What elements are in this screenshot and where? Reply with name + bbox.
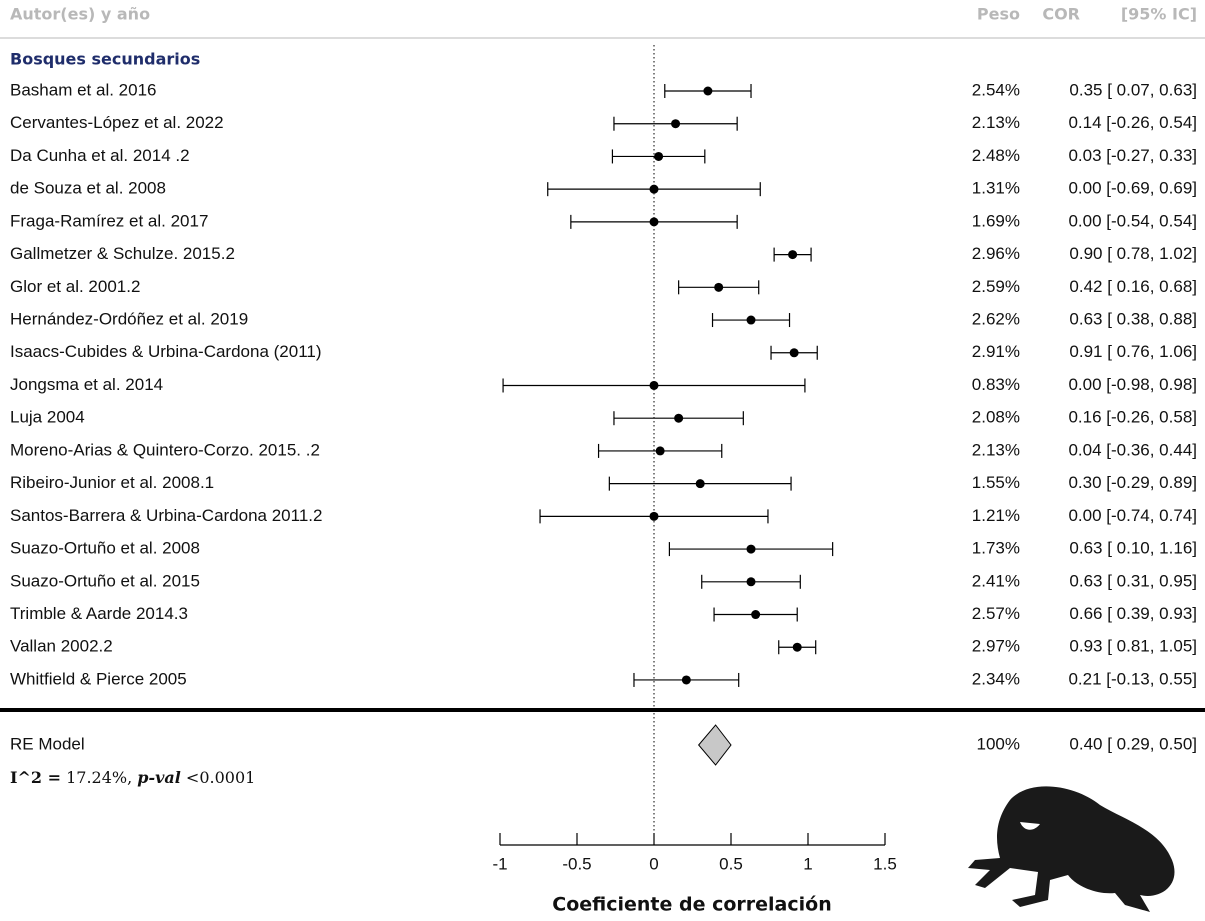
point-estimate — [747, 316, 756, 325]
study-weight: 2.59% — [972, 277, 1020, 296]
study-name: Suazo-Ortuño et al. 2008 — [10, 539, 200, 558]
study-weight: 2.13% — [972, 440, 1020, 459]
study-name: Vallan 2002.2 — [10, 637, 113, 656]
study-weight: 2.57% — [972, 604, 1020, 623]
study-weight: 2.48% — [972, 146, 1020, 165]
study-estimate: 0.03 [-0.27, 0.33] — [1068, 146, 1197, 165]
summary-name: RE Model — [10, 734, 85, 753]
study-estimate: 0.91 [ 0.76, 1.06] — [1069, 342, 1197, 361]
study-name: de Souza et al. 2008 — [10, 179, 166, 198]
point-estimate — [751, 610, 760, 619]
group-title: Bosques secundarios — [10, 50, 200, 69]
study-name: Gallmetzer & Schulze. 2015.2 — [10, 244, 235, 263]
study-estimate: 0.90 [ 0.78, 1.02] — [1069, 244, 1197, 263]
point-estimate — [656, 446, 665, 455]
x-tick-label: 0 — [649, 854, 658, 873]
point-estimate — [747, 577, 756, 586]
study-estimate: 0.30 [-0.29, 0.89] — [1068, 473, 1197, 492]
point-estimate — [674, 414, 683, 423]
x-tick-label: 1 — [803, 854, 812, 873]
study-weight: 2.13% — [972, 113, 1020, 132]
summary-estimate: 0.40 [ 0.29, 0.50] — [1069, 734, 1197, 753]
study-name: Trimble & Aarde 2014.3 — [10, 604, 188, 623]
het-value: 17.24%, — [61, 768, 137, 787]
header-cor: COR — [1042, 5, 1080, 24]
het-p-value: <0.0001 — [181, 768, 255, 787]
frog-icon — [968, 786, 1174, 912]
point-estimate — [650, 512, 659, 521]
header-author: Autor(es) y año — [10, 5, 150, 24]
point-estimate — [793, 643, 802, 652]
study-estimate: 0.16 [-0.26, 0.58] — [1068, 408, 1197, 427]
x-tick-label: 1.5 — [873, 854, 897, 873]
study-weight: 0.83% — [972, 375, 1020, 394]
point-estimate — [714, 283, 723, 292]
study-name: Glor et al. 2001.2 — [10, 277, 140, 296]
point-estimate — [788, 250, 797, 259]
x-axis-title: Coeficiente de correlación — [552, 894, 831, 916]
x-tick-label: -0.5 — [562, 854, 591, 873]
point-estimate — [682, 675, 691, 684]
point-estimate — [747, 545, 756, 554]
study-weight: 2.41% — [972, 571, 1020, 590]
header-ci: [95% IC] — [1121, 5, 1197, 24]
study-estimate: 0.00 [-0.98, 0.98] — [1068, 375, 1197, 394]
study-name: Moreno-Arias & Quintero-Corzo. 2015. .2 — [10, 440, 320, 459]
point-estimate — [703, 87, 712, 96]
study-name: Isaacs-Cubides & Urbina-Cardona (2011) — [10, 342, 322, 361]
study-name: Basham et al. 2016 — [10, 80, 156, 99]
study-weight: 1.55% — [972, 473, 1020, 492]
x-tick-label: -1 — [492, 854, 507, 873]
study-weight: 2.34% — [972, 669, 1020, 688]
study-estimate: 0.66 [ 0.39, 0.93] — [1069, 604, 1197, 623]
point-estimate — [650, 185, 659, 194]
point-estimate — [671, 119, 680, 128]
study-name: Hernández-Ordóñez et al. 2019 — [10, 310, 248, 329]
het-p-label: p-val — [137, 768, 181, 787]
study-weight: 2.08% — [972, 408, 1020, 427]
study-weight: 1.21% — [972, 506, 1020, 525]
point-estimate — [650, 381, 659, 390]
study-weight: 2.97% — [972, 637, 1020, 656]
het-i2: I^2 = — [10, 768, 61, 787]
study-name: Da Cunha et al. 2014 .2 — [10, 146, 190, 165]
study-name: Luja 2004 — [10, 408, 85, 427]
study-weight: 2.54% — [972, 80, 1020, 99]
study-name: Whitfield & Pierce 2005 — [10, 669, 187, 688]
study-estimate: 0.35 [ 0.07, 0.63] — [1069, 80, 1197, 99]
study-weight: 2.91% — [972, 342, 1020, 361]
x-tick-label: 0.5 — [719, 854, 743, 873]
point-estimate — [790, 348, 799, 357]
point-estimate — [696, 479, 705, 488]
summary-weight: 100% — [977, 734, 1020, 753]
study-name: Suazo-Ortuño et al. 2015 — [10, 571, 200, 590]
study-weight: 2.62% — [972, 310, 1020, 329]
study-estimate: 0.42 [ 0.16, 0.68] — [1069, 277, 1197, 296]
study-estimate: 0.93 [ 0.81, 1.05] — [1069, 637, 1197, 656]
study-name: Ribeiro-Junior et al. 2008.1 — [10, 473, 214, 492]
header-weight: Peso — [977, 5, 1020, 24]
study-estimate: 0.04 [-0.36, 0.44] — [1068, 440, 1197, 459]
study-name: Fraga-Ramírez et al. 2017 — [10, 211, 208, 230]
study-weight: 1.73% — [972, 539, 1020, 558]
study-weight: 1.31% — [972, 179, 1020, 198]
study-estimate: 0.14 [-0.26, 0.54] — [1068, 113, 1197, 132]
study-name: Jongsma et al. 2014 — [10, 375, 163, 394]
study-estimate: 0.63 [ 0.10, 1.16] — [1069, 539, 1197, 558]
point-estimate — [654, 152, 663, 161]
study-estimate: 0.63 [ 0.31, 0.95] — [1069, 571, 1197, 590]
study-estimate: 0.63 [ 0.38, 0.88] — [1069, 310, 1197, 329]
study-name: Cervantes-López et al. 2022 — [10, 113, 224, 132]
point-estimate — [650, 217, 659, 226]
study-name: Santos-Barrera & Urbina-Cardona 2011.2 — [10, 506, 322, 525]
summary-diamond — [699, 725, 731, 765]
study-weight: 2.96% — [972, 244, 1020, 263]
study-weight: 1.69% — [972, 211, 1020, 230]
study-estimate: 0.00 [-0.54, 0.54] — [1068, 211, 1197, 230]
study-estimate: 0.21 [-0.13, 0.55] — [1068, 669, 1197, 688]
study-estimate: 0.00 [-0.69, 0.69] — [1068, 179, 1197, 198]
study-estimate: 0.00 [-0.74, 0.74] — [1068, 506, 1197, 525]
heterogeneity: I^2 = 17.24%, p-val <0.0001 — [10, 768, 255, 787]
forest-plot: Autor(es) y año Peso COR [95% IC] Bosque… — [0, 0, 1205, 921]
